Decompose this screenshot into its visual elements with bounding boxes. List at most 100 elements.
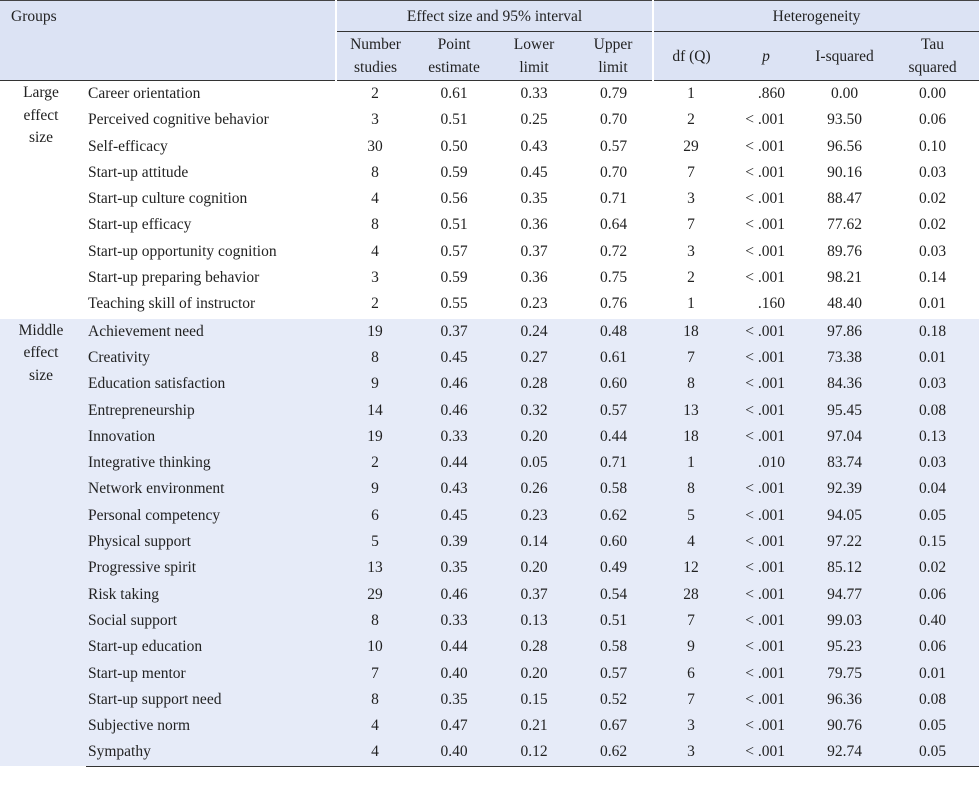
variable-name-cell: Subjective norm — [86, 713, 337, 740]
point-estimate-cell: 0.40 — [414, 660, 495, 687]
table-row: Physical support 5 0.39 0.14 0.60 4 < .001 97.2… — [0, 529, 979, 556]
tau-squared-cell: 0.01 — [918, 295, 947, 313]
point-estimate-cell: 0.35 — [414, 555, 495, 582]
df-q-cell: 12 — [653, 555, 730, 582]
upper-limit-cell: 0.51 — [574, 607, 654, 635]
df-q-cell: 7 — [687, 163, 695, 181]
i-squared-cell: 97.86 — [803, 317, 887, 345]
lower-limit-cell: 0.21 — [494, 713, 575, 740]
table-row: Sympathy 4 0.40 0.12 0.62 3 < .001 92.74 0.05 — [0, 739, 979, 767]
p-value-cell: < .001 — [745, 111, 786, 129]
p-value-cell: .010 — [729, 450, 804, 477]
table-row: Progressive spirit 13 0.35 0.20 0.49 12 < .001… — [0, 555, 979, 582]
number-studies-cell: 8 — [336, 344, 415, 372]
number-studies-cell: 4 — [371, 242, 379, 260]
number-studies-cell: 5 — [336, 529, 415, 556]
upper-limit-cell: 0.70 — [599, 111, 628, 129]
i-squared-cell: 97.04 — [803, 423, 887, 451]
number-studies-cell: 3 — [371, 269, 379, 287]
number-studies-cell: 4 — [336, 739, 415, 767]
tau-squared-cell: 0.05 — [886, 502, 979, 530]
lower-limit-cell: 0.23 — [494, 502, 575, 530]
tau-squared-cell: 0.05 — [886, 739, 979, 767]
i-squared-cell: 73.38 — [803, 344, 887, 372]
number-studies-cell: 3 — [371, 111, 379, 129]
point-estimate-cell: 0.61 — [440, 85, 468, 102]
i-squared-cell: 93.50 — [827, 111, 862, 129]
table-row: Large effect size Career orientation 2 0.61 0.… — [0, 81, 979, 146]
p-value-cell: < .001 — [729, 502, 804, 530]
point-estimate-cell: 0.59 — [440, 269, 468, 287]
p-value-cell: < .001 — [729, 555, 804, 582]
point-estimate-cell: 0.37 — [414, 317, 495, 345]
lower-limit-cell: 0.20 — [494, 555, 575, 582]
i-squared-cell: 95.45 — [803, 397, 887, 424]
point-estimate-cell: 0.57 — [440, 242, 468, 260]
df-q-cell: 7 — [653, 344, 730, 372]
lower-limit-cell: 0.37 — [494, 581, 575, 608]
number-studies-cell: 2 — [371, 85, 379, 102]
upper-limit-cell: 0.72 — [599, 242, 628, 260]
variable-name-cell: Network environment — [86, 476, 337, 503]
tau-squared-cell: 0.05 — [886, 713, 979, 740]
table-row: Risk taking 29 0.46 0.37 0.54 28 < .001 94.77 0.… — [0, 581, 979, 608]
p-value-cell: < .001 — [729, 423, 804, 451]
i-squared-cell: 89.76 — [827, 242, 862, 260]
upper-limit-cell: 0.67 — [574, 713, 654, 740]
group-label-line: effect — [23, 106, 59, 124]
point-estimate-cell: 0.46 — [414, 397, 495, 424]
tau-squared-cell: 0.08 — [886, 397, 979, 424]
table-row: Start-up mentor 7 0.40 0.20 0.57 6 < .001 79.75… — [0, 660, 979, 687]
df-q-cell: 13 — [653, 397, 730, 424]
col-number-studies: Number studies — [335, 31, 415, 81]
variable-name-cell: Start-up support need — [86, 686, 337, 714]
upper-limit-cell: 0.57 — [574, 397, 654, 424]
table-row: Perceived cognitive behavior 3 0.51 0.25 0.7… — [0, 107, 979, 133]
table-row: Education satisfaction 9 0.46 0.28 0.60 8 < .0… — [0, 371, 979, 398]
df-q-cell: 2 — [687, 111, 695, 129]
group-label-line: size — [28, 129, 54, 146]
tau-squared-cell: 0.01 — [886, 660, 979, 687]
point-estimate-cell: 0.45 — [414, 344, 495, 372]
number-studies-cell: 19 — [336, 317, 415, 345]
point-estimate-cell: 0.33 — [414, 423, 495, 451]
lower-limit-cell: 0.45 — [520, 163, 548, 181]
point-estimate-cell: 0.46 — [414, 581, 495, 608]
point-estimate-cell: 0.56 — [440, 190, 468, 208]
number-studies-cell: 9 — [336, 371, 415, 398]
upper-limit-cell: 0.75 — [599, 269, 628, 287]
lower-limit-cell: 0.25 — [520, 111, 548, 129]
variable-name-cell: Progressive spirit — [86, 555, 337, 582]
variable-name-cell: Perceived cognitive behavior — [88, 111, 269, 129]
lower-limit-cell: 0.12 — [494, 739, 575, 767]
p-value-cell: < .001 — [729, 739, 804, 767]
number-studies-cell: 8 — [371, 216, 379, 234]
number-studies-cell: 19 — [336, 423, 415, 451]
number-studies-cell: 2 — [371, 295, 379, 313]
i-squared-cell: 79.75 — [803, 660, 887, 687]
variable-name-cell: Sympathy — [86, 739, 337, 767]
p-value-cell: < .001 — [729, 317, 804, 345]
df-q-cell: 29 — [683, 137, 699, 155]
table-row: Middle effect size Achievement need 19 0.37 0.… — [0, 317, 979, 767]
tau-squared-cell: 0.04 — [886, 476, 979, 503]
df-q-cell: 8 — [653, 371, 730, 398]
tau-squared-cell: 0.06 — [886, 634, 979, 661]
tau-squared-cell: 0.00 — [918, 85, 947, 102]
i-squared-cell: 90.16 — [827, 163, 862, 181]
df-q-cell: 1 — [653, 450, 730, 477]
p-value-cell: < .001 — [729, 607, 804, 635]
variable-name-cell: Start-up education — [86, 634, 337, 661]
col-point-estimate: Point estimate — [414, 31, 495, 81]
tau-squared-cell: 0.06 — [918, 111, 947, 129]
table-row: Start-up culture cognition 4 0.56 0.35 0.71 3… — [0, 186, 979, 212]
variable-name-cell: Career orientation — [88, 85, 201, 102]
i-squared-cell: 92.74 — [803, 739, 887, 767]
p-value-cell: < .001 — [729, 713, 804, 740]
table-row: Start-up support need 8 0.35 0.15 0.52 7 < .00… — [0, 686, 979, 714]
group-label: Middle effect size — [0, 317, 86, 767]
tau-squared-cell: 0.03 — [886, 450, 979, 477]
variable-name-cell: Self-efficacy — [88, 137, 168, 155]
point-estimate-cell: 0.46 — [414, 371, 495, 398]
col-df-q: df (Q) — [652, 31, 730, 81]
